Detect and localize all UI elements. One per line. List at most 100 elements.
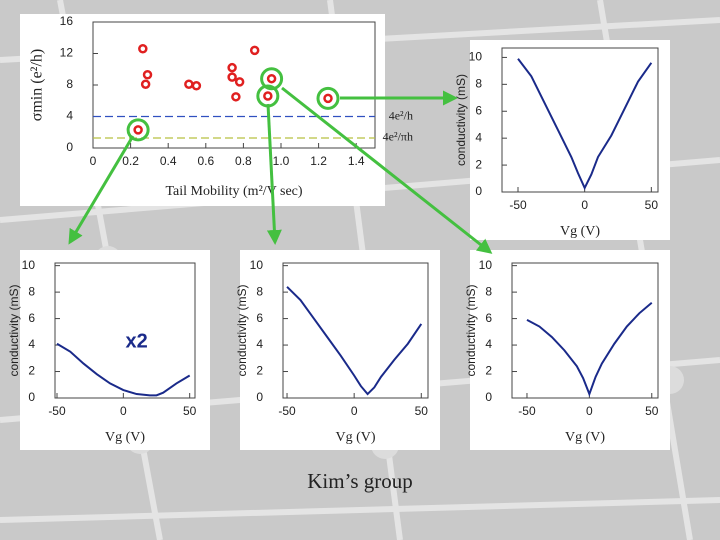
- point: [231, 92, 241, 102]
- panel: [470, 250, 670, 450]
- curve: [286, 286, 423, 396]
- plot-frame: [282, 262, 429, 399]
- reference-label: 4e²/πh: [383, 130, 413, 144]
- x-axis-label: Vg (V): [105, 430, 145, 445]
- y-tick-label: 8: [475, 77, 482, 91]
- arrow: [266, 103, 282, 245]
- point: [227, 62, 237, 73]
- x-tick-label: 50: [645, 198, 659, 212]
- y-tick-label: 0: [256, 390, 263, 404]
- y-tick-label: 4: [28, 337, 35, 351]
- point: [138, 44, 148, 54]
- y-tick-label: 0: [475, 184, 482, 198]
- y-tick-label: 4: [256, 337, 263, 351]
- point: [263, 91, 273, 101]
- panel: [20, 14, 385, 206]
- x-axis-label: Vg (V): [335, 430, 375, 445]
- point: [234, 77, 245, 87]
- panel: [20, 250, 210, 450]
- y-tick-label: 0: [28, 390, 35, 404]
- x-axis-label: Vg (V): [565, 430, 605, 445]
- highlight-ring: [316, 86, 340, 110]
- point: [133, 125, 143, 135]
- x-tick-label: 50: [645, 404, 659, 418]
- arrow: [68, 135, 135, 245]
- plot-frame: [54, 262, 196, 399]
- x-tick-label: 50: [183, 404, 197, 418]
- point: [266, 73, 277, 84]
- arrows: [68, 86, 493, 254]
- panel: [470, 40, 670, 240]
- y-tick-label: 10: [479, 258, 493, 272]
- y-axis-label: conductivity (mS): [235, 284, 249, 376]
- x-tick-label: 1.4: [348, 154, 365, 168]
- chart: -50 0 50 0 2 4 6 8 10 Vg (V) conductivity (mS): [464, 258, 659, 445]
- x-tick-label: 0.4: [160, 154, 177, 168]
- y-tick-label: 0: [66, 140, 73, 154]
- y-tick-label: 8: [256, 284, 263, 298]
- annotation: x2: [125, 331, 147, 353]
- x-tick-label: 0: [586, 404, 593, 418]
- y-tick-label: 6: [485, 311, 492, 325]
- y-axis-label: conductivity (mS): [454, 74, 468, 166]
- panels: [20, 14, 670, 450]
- x-tick-label: 1.0: [273, 154, 290, 168]
- x-tick-label: 0: [581, 198, 588, 212]
- plot-frame: [501, 47, 659, 193]
- y-tick-label: 10: [250, 258, 264, 272]
- y-tick-label: 8: [485, 284, 492, 298]
- point: [323, 93, 333, 104]
- y-tick-label: 4: [475, 130, 482, 144]
- y-tick-label: 0: [485, 390, 492, 404]
- y-axis-label: conductivity (mS): [464, 284, 478, 376]
- x-tick-label: 0.8: [235, 154, 252, 168]
- point: [142, 70, 153, 80]
- y-tick-label: 10: [22, 258, 36, 272]
- curve: [517, 58, 653, 191]
- point: [227, 72, 237, 82]
- x-tick-label: 0.6: [197, 154, 214, 168]
- x-tick-label: 0: [90, 154, 97, 168]
- point: [140, 79, 151, 89]
- panel: [240, 250, 440, 450]
- point: [184, 79, 194, 89]
- chart: -50 0 50 0 2 4 6 8 10 Vg (V) conductivity (mS) x2: [7, 258, 197, 445]
- x-axis-label: Tail Mobility (m²/V sec): [165, 184, 302, 199]
- y-tick-label: 2: [256, 364, 263, 378]
- y-tick-label: 8: [66, 77, 73, 91]
- y-axis-label: σmin (e²/h): [29, 49, 46, 122]
- chart: -50 0 50 0 2 4 6 8 10 Vg (V) conductivity (mS): [235, 258, 429, 445]
- y-tick-label: 6: [475, 103, 482, 117]
- x-tick-label: -50: [518, 404, 536, 418]
- plot-frame: [511, 262, 659, 399]
- y-tick-label: 4: [485, 337, 492, 351]
- y-tick-label: 4: [66, 109, 73, 123]
- footer: Kim’s group: [307, 469, 413, 493]
- curve: [526, 301, 653, 397]
- point: [249, 45, 260, 56]
- y-tick-label: 2: [475, 157, 482, 171]
- x-tick-label: 0: [120, 404, 127, 418]
- y-tick-label: 2: [28, 364, 35, 378]
- reference-label: 4e²/h: [389, 108, 413, 122]
- x-tick-label: 1.2: [310, 154, 327, 168]
- y-tick-label: 2: [485, 364, 492, 378]
- x-tick-label: 0.2: [122, 154, 139, 168]
- y-tick-label: 6: [256, 311, 263, 325]
- y-tick-label: 10: [469, 50, 483, 64]
- highlight-ring: [126, 118, 150, 142]
- chart: 0 0.2 0.4 0.6 0.8 1.0 1.2 1.4 0 4 8 12 16 Tail Mobili…: [29, 14, 413, 199]
- chart: -50 0 50 0 2 4 6 8 10 Vg (V) conductivity (mS): [454, 47, 659, 239]
- point: [191, 81, 202, 91]
- highlight-ring: [260, 67, 284, 91]
- y-tick-label: 6: [28, 311, 35, 325]
- plots: 0 0.2 0.4 0.6 0.8 1.0 1.2 1.4 0 4 8 12 16 Tail Mobili…: [7, 14, 659, 445]
- y-tick-label: 16: [60, 14, 74, 28]
- curve: [56, 342, 191, 397]
- x-tick-label: -50: [48, 404, 66, 418]
- x-tick-label: 0: [351, 404, 358, 418]
- y-tick-label: 8: [28, 284, 35, 298]
- arrow: [281, 86, 493, 254]
- x-axis-label: Vg (V): [560, 224, 600, 239]
